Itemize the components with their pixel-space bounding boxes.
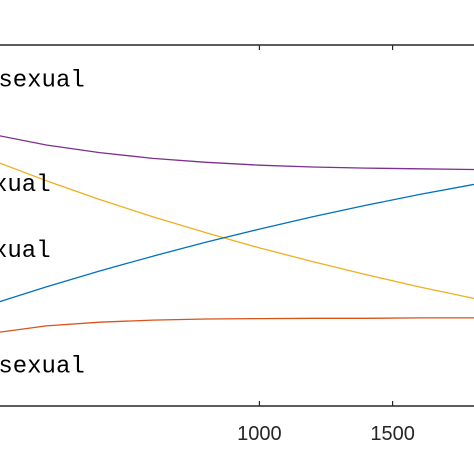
series-lines	[0, 135, 474, 333]
series-line-4	[0, 317, 474, 333]
x-tick-label: 1500	[370, 423, 415, 445]
x-axis-ticks: 0100015002000	[237, 45, 415, 445]
plot-background	[0, 45, 474, 406]
annotations: sexual xual xual sexual	[0, 68, 85, 381]
annotation-label: sexual	[0, 68, 85, 95]
x-tick-label: 1000	[237, 423, 282, 445]
series-line-3	[0, 183, 474, 303]
annotation-label: xual	[0, 238, 51, 265]
series-line-1	[0, 135, 474, 171]
annotation-label: sexual	[0, 353, 85, 380]
series-line-2	[0, 162, 474, 300]
annotation-label: xual	[0, 172, 51, 199]
